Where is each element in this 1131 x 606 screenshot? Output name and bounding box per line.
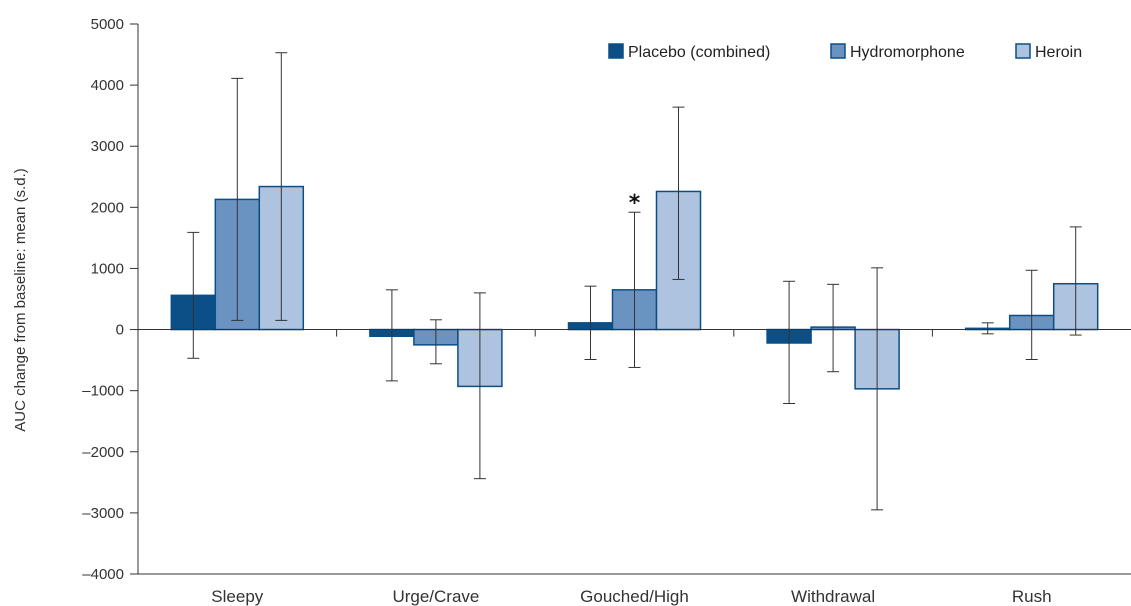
y-tick-label: –2000 (82, 444, 124, 461)
y-tick-label: 2000 (91, 199, 124, 216)
category-labels: Sleepy Urge/Crave Gouched/High Withdrawal Ru… (211, 587, 1051, 606)
y-axis-title: AUC change from baseline: mean (s.d.) (12, 168, 29, 431)
legend-label: Hydromorphone (850, 44, 965, 61)
y-tick-label: 5000 (91, 16, 124, 33)
error-bars (187, 52, 1082, 511)
axes (137, 24, 1131, 575)
category-label: Rush (1012, 587, 1052, 606)
significance-marker: * (629, 191, 641, 216)
legend-swatch (1015, 43, 1031, 59)
y-tick-label: –4000 (82, 566, 124, 583)
y-tick-label: –1000 (82, 383, 124, 400)
y-tick-label: 0 (116, 322, 124, 339)
legend: Placebo (combined) Hydromorphone Heroin (608, 43, 1082, 61)
annotations: * (629, 191, 641, 216)
y-tick-label: 3000 (91, 138, 124, 155)
y-tick-label: 1000 (91, 260, 124, 277)
y-axis-ticks: 5000 4000 3000 2000 1000 0 –1000 –2000 –3000 –400… (82, 16, 138, 583)
legend-label: Placebo (combined) (628, 44, 770, 61)
y-tick-label: –3000 (82, 505, 124, 522)
legend-swatch (608, 43, 624, 59)
legend-label: Heroin (1035, 44, 1082, 61)
category-label: Urge/Crave (392, 587, 479, 606)
legend-swatch (830, 43, 846, 59)
category-label: Gouched/High (580, 587, 689, 606)
category-label: Withdrawal (791, 587, 875, 606)
category-label: Sleepy (211, 587, 263, 606)
y-tick-label: 4000 (91, 77, 124, 94)
